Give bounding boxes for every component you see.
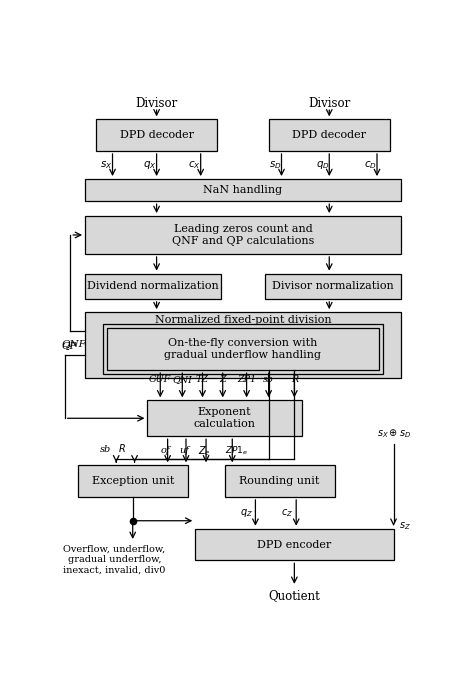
Text: $q_D$: $q_D$ — [316, 159, 329, 171]
Text: QP: QP — [61, 341, 77, 350]
FancyBboxPatch shape — [103, 324, 383, 375]
Text: DPD decoder: DPD decoder — [292, 130, 366, 140]
FancyBboxPatch shape — [225, 465, 335, 497]
FancyBboxPatch shape — [269, 119, 390, 151]
Text: $s_Z$: $s_Z$ — [399, 520, 411, 532]
FancyBboxPatch shape — [96, 119, 217, 151]
FancyBboxPatch shape — [85, 274, 221, 299]
Text: On-the-fly conversion with
gradual underflow handling: On-the-fly conversion with gradual under… — [164, 338, 321, 360]
Text: $s_X \oplus s_D$: $s_X \oplus s_D$ — [376, 427, 410, 440]
Text: Divisor normalization: Divisor normalization — [272, 281, 394, 292]
FancyBboxPatch shape — [85, 216, 401, 254]
Text: Z: Z — [219, 375, 226, 384]
FancyBboxPatch shape — [195, 529, 393, 560]
Text: Exponent
calculation: Exponent calculation — [193, 407, 255, 429]
Text: $c_Z$: $c_Z$ — [281, 507, 293, 519]
FancyBboxPatch shape — [147, 401, 301, 436]
Text: $s_D$: $s_D$ — [269, 159, 281, 171]
Text: Normalized fixed-point division: Normalized fixed-point division — [155, 315, 331, 325]
Text: GUF: GUF — [149, 375, 172, 384]
Text: QNF: QNF — [61, 340, 86, 348]
FancyBboxPatch shape — [85, 179, 401, 201]
Text: sb: sb — [263, 375, 274, 384]
Text: R: R — [291, 375, 298, 384]
Text: Dividend normalization: Dividend normalization — [87, 281, 219, 292]
FancyBboxPatch shape — [78, 465, 188, 497]
Text: NaN handling: NaN handling — [203, 185, 283, 195]
Text: of: of — [161, 447, 171, 456]
Text: Divisor: Divisor — [308, 97, 350, 110]
Text: $R$: $R$ — [118, 442, 126, 453]
Text: Exception unit: Exception unit — [91, 476, 174, 486]
Text: DPD encoder: DPD encoder — [257, 539, 331, 549]
Text: $q_X$: $q_X$ — [143, 159, 157, 171]
Text: Rounding unit: Rounding unit — [239, 476, 320, 486]
Text: ZP1: ZP1 — [237, 375, 256, 384]
Text: $q_Z$: $q_Z$ — [239, 507, 253, 519]
Text: Leading zeros count and
QNF and QP calculations: Leading zeros count and QNF and QP calcu… — [172, 224, 314, 246]
FancyBboxPatch shape — [265, 274, 401, 299]
Text: Overflow, underflow,
gradual underflow,
inexact, invalid, div0: Overflow, underflow, gradual underflow, … — [63, 545, 165, 574]
Text: $s_X$: $s_X$ — [100, 159, 112, 171]
FancyBboxPatch shape — [107, 328, 379, 370]
Text: $Z_e$: $Z_e$ — [198, 444, 210, 458]
Text: TZ: TZ — [196, 375, 209, 384]
Text: uf: uf — [179, 447, 189, 456]
Text: Quotient: Quotient — [268, 589, 320, 602]
Text: QNI: QNI — [173, 375, 192, 384]
Text: Divisor: Divisor — [136, 97, 178, 110]
Text: $ZP1_e$: $ZP1_e$ — [225, 445, 248, 457]
Text: sb: sb — [100, 445, 111, 453]
Text: $c_D$: $c_D$ — [364, 159, 377, 171]
Text: $c_X$: $c_X$ — [188, 159, 201, 171]
Text: DPD decoder: DPD decoder — [119, 130, 193, 140]
FancyBboxPatch shape — [85, 312, 401, 378]
